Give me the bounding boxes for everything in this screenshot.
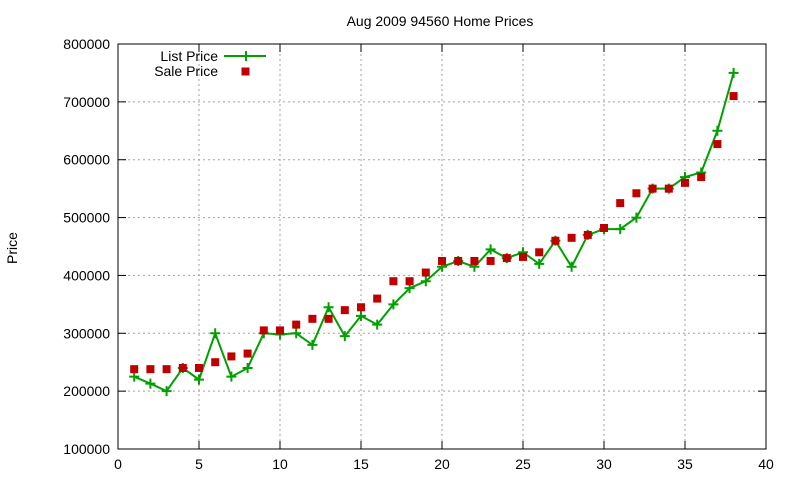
sale-price-marker: [486, 256, 495, 265]
sale-price-marker: [211, 358, 220, 367]
list-price-marker: [615, 224, 626, 235]
sale-price-marker: [276, 326, 284, 335]
legend-label-sale-price: Sale Price: [154, 63, 218, 79]
sale-price-marker: [389, 277, 398, 286]
sale-price-marker: [583, 230, 592, 239]
list-price-marker: [388, 299, 399, 310]
sale-price-marker: [697, 173, 706, 182]
sale-price-marker: [616, 199, 625, 208]
y-tick-label: 800000: [63, 36, 110, 52]
legend-marker-list-price: [241, 51, 251, 61]
y-tick-label: 300000: [63, 325, 110, 341]
x-tick-label: 40: [758, 456, 774, 472]
y-axis: 100000 200000 300000 400000 500000 600000 7000…: [63, 36, 766, 457]
sale-price-marker: [454, 256, 463, 265]
sale-price-marker: [130, 365, 139, 374]
x-tick-label: 10: [272, 456, 288, 472]
sale-price-marker: [324, 314, 333, 323]
sale-price-marker: [664, 184, 673, 193]
x-tick-label: 0: [114, 456, 122, 472]
list-price-marker: [194, 374, 204, 385]
sale-price-marker: [178, 364, 187, 372]
y-tick-label: 500000: [63, 210, 110, 226]
list-price-marker: [631, 212, 642, 223]
sale-price-marker: [535, 248, 544, 257]
x-tick-label: 35: [677, 456, 693, 472]
y-tick-label: 100000: [63, 441, 110, 457]
sale-price-marker: [308, 314, 317, 323]
list-price-marker: [129, 371, 140, 382]
list-price-marker: [242, 363, 253, 373]
sale-price-marker: [259, 326, 268, 335]
sale-price-marker: [421, 268, 430, 277]
list-price-marker: [566, 261, 577, 272]
legend-label-list-price: List Price: [160, 48, 218, 64]
list-price-marker: [145, 378, 156, 389]
x-tick-label: 5: [195, 456, 203, 472]
list-price-marker: [485, 244, 496, 255]
sale-price-marker: [502, 254, 511, 263]
x-tick-label: 25: [515, 456, 531, 472]
list-price-marker: [323, 302, 334, 313]
sale-price-marker: [292, 320, 301, 329]
list-price-marker: [339, 331, 350, 342]
list-price-marker: [356, 310, 366, 321]
x-axis: 0 5 10 15 20 25 30 35 40: [114, 44, 774, 472]
sale-price-marker: [405, 277, 414, 286]
x-tick-label: 30: [596, 456, 612, 472]
sale-price-marker: [227, 352, 236, 361]
list-price-line: [133, 72, 735, 393]
sale-price-marker: [340, 306, 349, 315]
chart-title: Aug 2009 94560 Home Prices: [347, 13, 534, 29]
sale-price-marker: [146, 365, 155, 374]
sale-price-marker: [519, 252, 527, 261]
sale-price-marker: [195, 364, 203, 372]
sale-price-marker: [438, 256, 446, 265]
sale-price-marker: [551, 236, 560, 245]
grid: [118, 44, 766, 449]
list-price-marker: [372, 319, 383, 330]
sale-price-marker: [243, 349, 252, 358]
sale-price-marker: [648, 184, 657, 193]
y-tick-label: 200000: [63, 383, 110, 399]
y-tick-label: 400000: [63, 267, 110, 283]
y-tick-label: 700000: [63, 94, 110, 110]
sale-price-marker: [681, 178, 689, 187]
list-price-marker: [307, 339, 318, 350]
sale-price-marker: [567, 233, 576, 242]
sale-price-marker: [600, 223, 608, 232]
list-price-marker: [226, 371, 237, 382]
list-price-marker: [712, 125, 723, 136]
list-price-marker: [291, 328, 302, 339]
sale-price-marker: [713, 140, 722, 149]
list-price-marker: [210, 328, 221, 339]
sale-price-marker: [470, 256, 479, 265]
legend-marker-sale-price: [241, 67, 250, 76]
sale-price-marker: [373, 294, 382, 303]
list-price-marker: [534, 258, 545, 269]
y-axis-label: Price: [4, 232, 20, 264]
x-tick-label: 15: [353, 456, 369, 472]
x-tick-label: 20: [434, 456, 450, 472]
plot-frame: [117, 43, 767, 450]
legend: List Price Sale Price: [154, 48, 266, 79]
list-price-marker: [161, 386, 172, 397]
sale-price-marker: [357, 303, 365, 312]
list-price-marker: [420, 276, 431, 287]
list-price-marker: [728, 67, 739, 78]
y-tick-label: 600000: [63, 152, 110, 168]
sale-price-marker: [632, 189, 641, 198]
sale-price-marker: [162, 365, 171, 374]
plot-series: [129, 67, 739, 397]
sale-price-marker: [729, 92, 738, 101]
